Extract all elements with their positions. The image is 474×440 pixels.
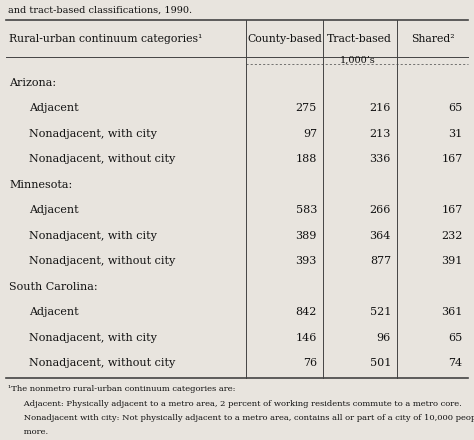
Text: 97: 97 (303, 129, 317, 139)
Text: more.: more. (8, 428, 48, 436)
Text: Rural-urban continuum categories¹: Rural-urban continuum categories¹ (9, 33, 203, 44)
Text: 96: 96 (377, 333, 391, 343)
Text: 213: 213 (370, 129, 391, 139)
Text: South Carolina:: South Carolina: (9, 282, 98, 292)
Text: 232: 232 (441, 231, 463, 241)
Text: Nonadjacent, with city: Nonadjacent, with city (29, 333, 157, 343)
Text: Shared²: Shared² (410, 33, 454, 44)
Text: 364: 364 (370, 231, 391, 241)
Text: 65: 65 (448, 333, 463, 343)
Text: Adjacent: Adjacent (29, 308, 79, 317)
Text: 65: 65 (448, 103, 463, 113)
Text: 336: 336 (370, 154, 391, 164)
Text: 266: 266 (370, 205, 391, 215)
Text: Nonadjacent, without city: Nonadjacent, without city (29, 257, 176, 266)
Text: 31: 31 (448, 129, 463, 139)
Text: 393: 393 (295, 257, 317, 266)
Text: Nonadjacent, with city: Nonadjacent, with city (29, 231, 157, 241)
Text: Arizona:: Arizona: (9, 78, 56, 88)
Text: 76: 76 (303, 359, 317, 368)
Text: Adjacent: Physically adjacent to a metro area, 2 percent of working residents co: Adjacent: Physically adjacent to a metro… (8, 400, 462, 407)
Text: and tract-based classifications, 1990.: and tract-based classifications, 1990. (8, 5, 192, 14)
Text: Nonadjacent, without city: Nonadjacent, without city (29, 359, 176, 368)
Text: Minnesota:: Minnesota: (9, 180, 73, 190)
Text: County-based: County-based (247, 33, 322, 44)
Text: Tract-based: Tract-based (327, 33, 392, 44)
Text: 1,000’s: 1,000’s (339, 56, 375, 65)
Text: 877: 877 (370, 257, 391, 266)
Text: ¹The nonmetro rural-urban continuum categories are:: ¹The nonmetro rural-urban continuum cate… (8, 385, 236, 393)
Text: 275: 275 (296, 103, 317, 113)
Text: 391: 391 (441, 257, 463, 266)
Text: 167: 167 (441, 154, 463, 164)
Text: Nonadjacent, without city: Nonadjacent, without city (29, 154, 176, 164)
Text: 521: 521 (370, 308, 391, 317)
Text: Nonadjacent with city: Not physically adjacent to a metro area, contains all or : Nonadjacent with city: Not physically ad… (8, 414, 474, 422)
Text: 74: 74 (448, 359, 463, 368)
Text: 216: 216 (370, 103, 391, 113)
Text: Adjacent: Adjacent (29, 205, 79, 215)
Text: 842: 842 (295, 308, 317, 317)
Text: 188: 188 (295, 154, 317, 164)
Text: 389: 389 (295, 231, 317, 241)
Text: Adjacent: Adjacent (29, 103, 79, 113)
Text: 583: 583 (295, 205, 317, 215)
Text: 501: 501 (370, 359, 391, 368)
Text: 146: 146 (295, 333, 317, 343)
Text: 361: 361 (441, 308, 463, 317)
Text: Nonadjacent, with city: Nonadjacent, with city (29, 129, 157, 139)
Text: 167: 167 (441, 205, 463, 215)
